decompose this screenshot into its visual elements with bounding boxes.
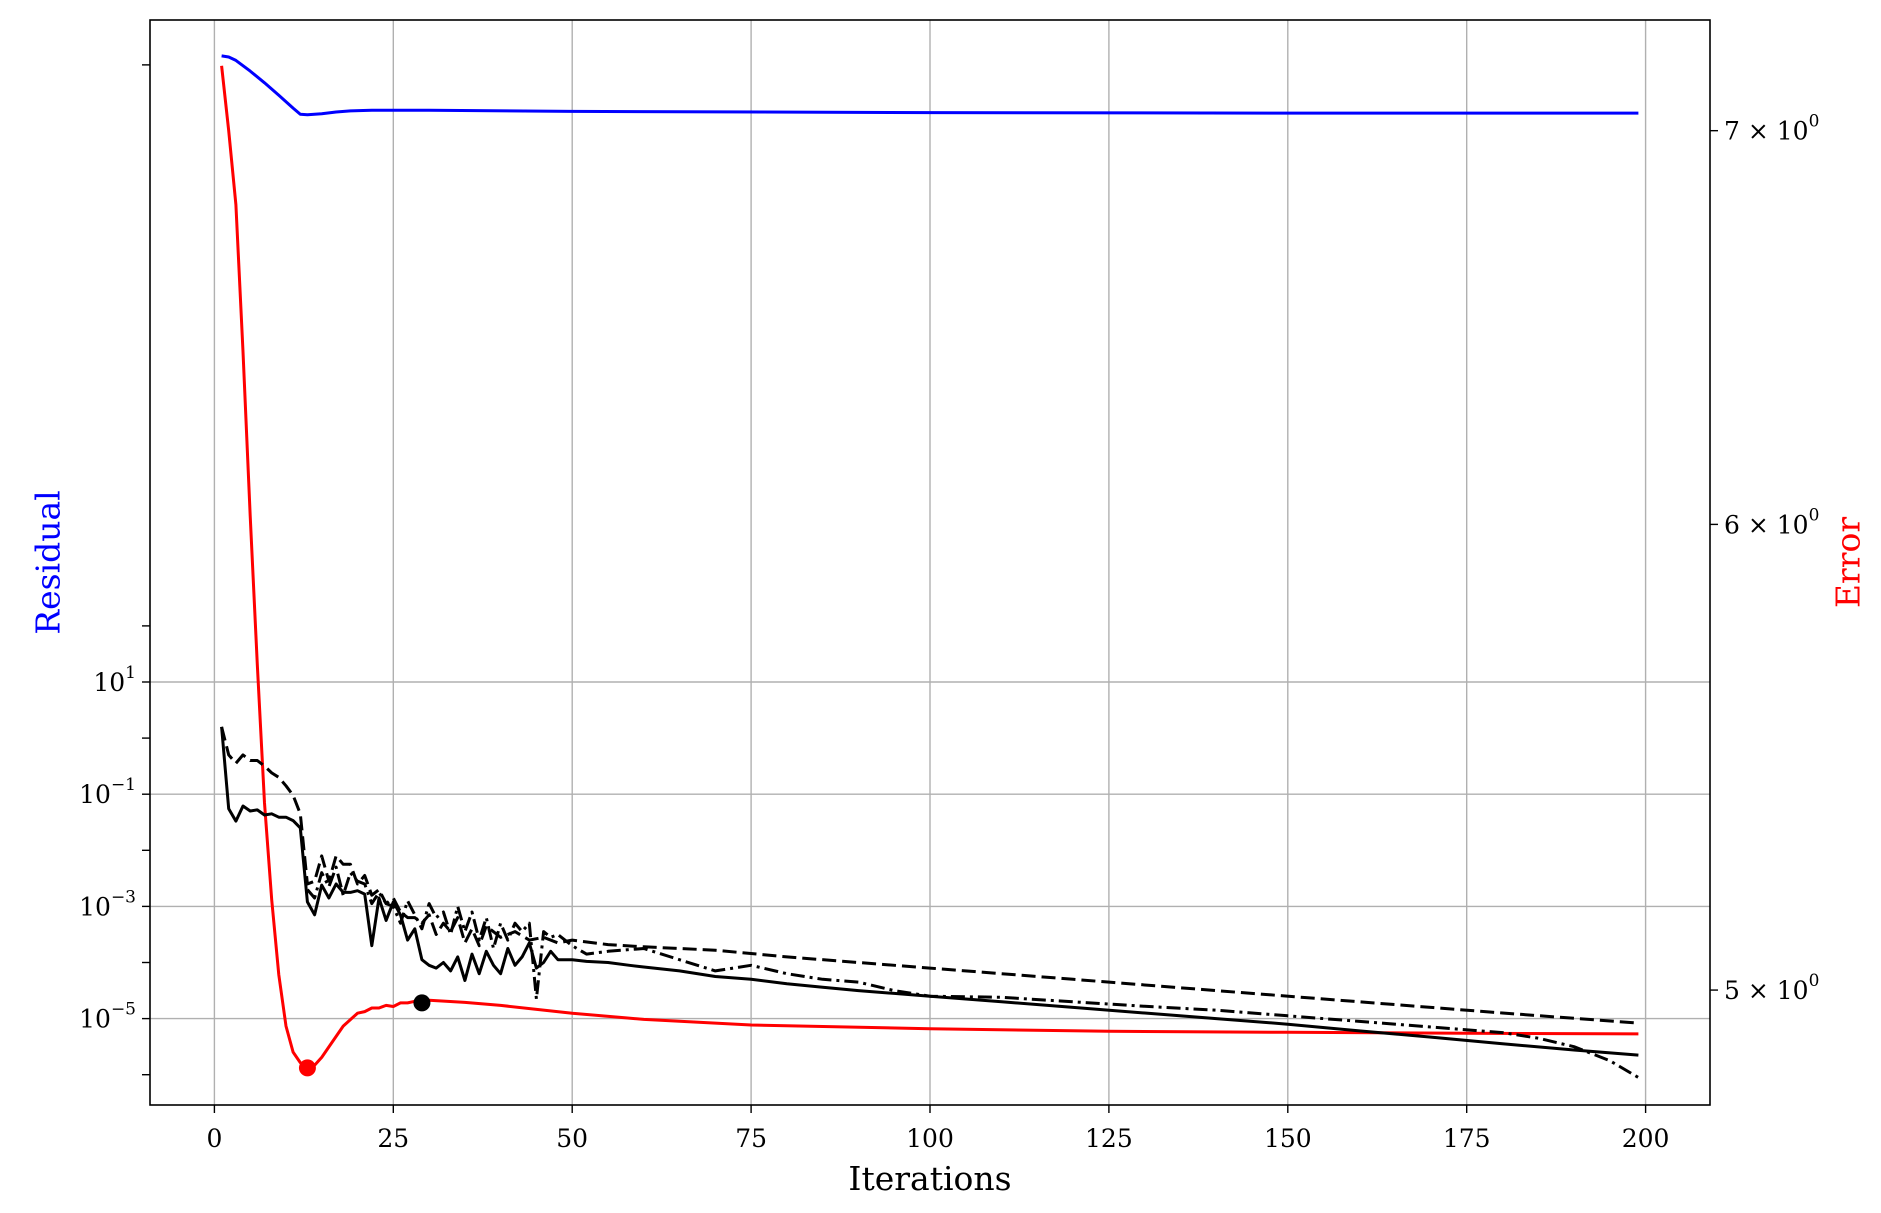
- y-right-tick-label: 6 × 100: [1724, 505, 1819, 539]
- series-line-3: [220, 726, 1639, 1057]
- series-line-2: [220, 65, 1639, 1070]
- x-tick-label: 200: [1622, 1124, 1670, 1153]
- x-tick-label: 125: [1085, 1124, 1133, 1153]
- x-tick-label: 150: [1264, 1124, 1312, 1153]
- x-tick-label: 50: [556, 1124, 588, 1153]
- data-markers: [298, 994, 431, 1077]
- y-right-tick-label: 7 × 100: [1724, 112, 1819, 146]
- series-line-5: [306, 865, 1640, 1079]
- x-tick-label: 25: [377, 1124, 409, 1153]
- series-line-1: [221, 54, 1639, 117]
- x-axis-label: Iterations: [848, 1159, 1011, 1198]
- y-right-tick-label: 5 × 100: [1724, 971, 1819, 1005]
- y-left-tick-label: 10−3: [79, 887, 136, 921]
- x-tick-label: 100: [906, 1124, 954, 1153]
- data-marker-1: [298, 1059, 316, 1077]
- series-line-4: [220, 726, 1639, 1025]
- x-tick-label: 0: [206, 1124, 222, 1153]
- y-axis-right-label: Error: [1829, 517, 1868, 609]
- data-marker-2: [413, 994, 431, 1012]
- y-axis-left-label: Residual: [29, 490, 68, 634]
- x-tick-label: 75: [735, 1124, 767, 1153]
- data-series: [220, 54, 1640, 1079]
- x-tick-label: 175: [1443, 1124, 1491, 1153]
